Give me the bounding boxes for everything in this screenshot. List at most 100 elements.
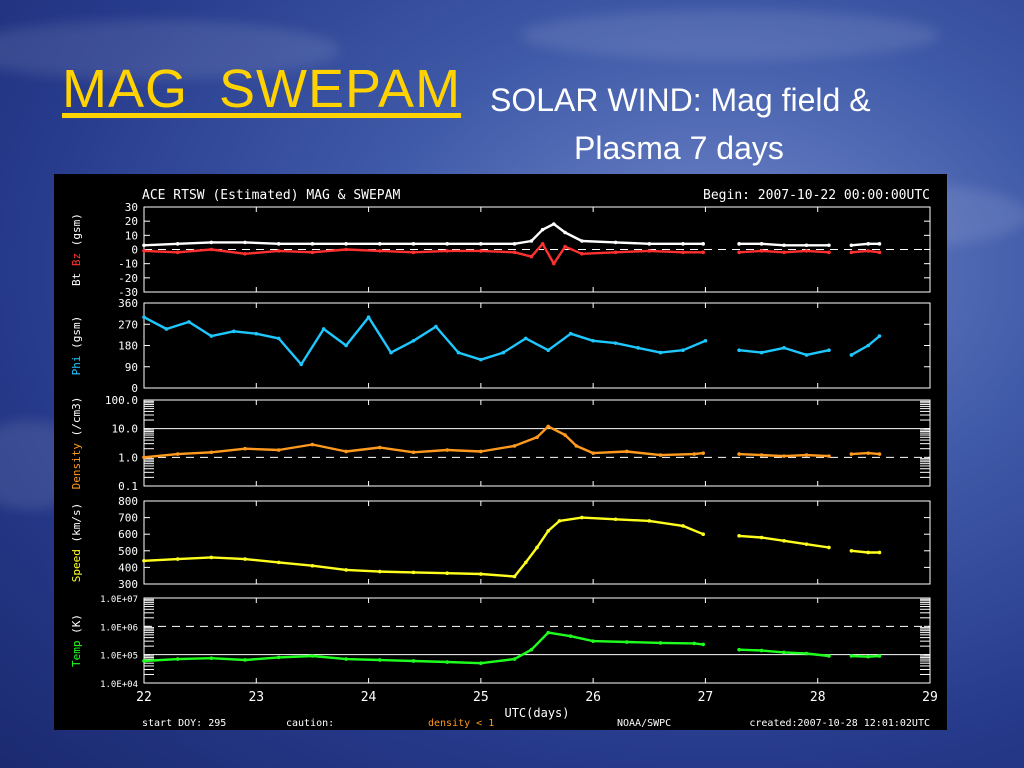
data-point-phi bbox=[636, 346, 640, 350]
data-point-phi bbox=[366, 315, 371, 319]
data-point-phi bbox=[456, 350, 461, 355]
data-point-phi bbox=[681, 348, 685, 353]
data-point-density bbox=[591, 451, 595, 455]
data-point-temp bbox=[877, 654, 882, 658]
data-point-speed bbox=[276, 560, 281, 565]
x-tick-label: 23 bbox=[248, 690, 264, 705]
data-point-mag bbox=[529, 239, 534, 243]
data-point-density bbox=[737, 452, 741, 456]
data-point-temp bbox=[512, 657, 517, 661]
slide-subtitle-line2: Plasma 7 days bbox=[574, 130, 784, 166]
data-point-mag bbox=[243, 240, 247, 245]
y-axis-label-speed: Speed (km/s) bbox=[70, 503, 83, 582]
data-point-density bbox=[310, 442, 315, 447]
data-point-speed bbox=[523, 560, 528, 565]
y-tick-label-density: 0.1 bbox=[118, 480, 138, 493]
data-point-density bbox=[535, 435, 539, 440]
data-point-mag bbox=[737, 242, 741, 246]
data-point-mag bbox=[563, 244, 567, 249]
data-point-temp bbox=[568, 634, 573, 638]
data-point-phi bbox=[658, 350, 663, 355]
data-point-phi bbox=[737, 348, 741, 353]
data-point-phi bbox=[703, 338, 708, 343]
y-tick-label-density: 10.0 bbox=[112, 423, 139, 436]
data-point-mag bbox=[142, 243, 146, 248]
y-axis-label-phi: Phi (gsm) bbox=[70, 316, 83, 376]
y-tick-label-phi: 180 bbox=[118, 340, 138, 353]
y-tick-label-mag: -10 bbox=[118, 258, 138, 271]
series-line-speed-speed bbox=[143, 516, 704, 578]
data-point-density bbox=[411, 450, 416, 455]
y-tick-label-speed: 600 bbox=[118, 528, 138, 541]
y-axis-label-part: Bt bbox=[70, 273, 83, 286]
y-tick-label-mag: 0 bbox=[131, 244, 138, 257]
data-point-speed bbox=[877, 550, 882, 555]
data-point-density bbox=[827, 454, 831, 458]
data-point-speed bbox=[580, 515, 584, 520]
data-point-phi bbox=[411, 338, 416, 343]
data-point-mag bbox=[479, 242, 483, 246]
data-point-mag bbox=[681, 250, 685, 255]
data-point-mag bbox=[613, 250, 618, 255]
y-tick-label-temp: 1.0E+07 bbox=[100, 595, 138, 605]
y-axis-label-mag: Bt Bz (gsm) bbox=[70, 213, 83, 286]
data-point-mag bbox=[877, 242, 882, 246]
data-point-density bbox=[866, 451, 871, 455]
data-point-density bbox=[804, 453, 809, 457]
data-point-density bbox=[701, 451, 705, 455]
slide-subtitle-line1: SOLAR WIND: Mag field & bbox=[490, 82, 871, 118]
data-point-speed bbox=[647, 519, 652, 523]
y-axis-label-part: (gsm) bbox=[70, 316, 83, 356]
data-point-temp bbox=[692, 641, 696, 646]
data-point-density bbox=[574, 444, 579, 448]
data-point-density bbox=[142, 455, 146, 460]
y-tick-label-speed: 700 bbox=[118, 512, 138, 525]
data-point-temp bbox=[310, 654, 315, 658]
chart-frame: ACE RTSW (Estimated) MAG & SWEPAM Begin: … bbox=[54, 174, 947, 730]
y-tick-label-phi: 360 bbox=[118, 297, 138, 310]
data-point-speed bbox=[344, 568, 348, 572]
data-point-speed bbox=[804, 542, 809, 546]
data-point-speed bbox=[613, 517, 618, 522]
data-point-speed bbox=[175, 557, 180, 561]
series-line-density-density bbox=[143, 425, 704, 459]
series-line-density-density bbox=[851, 451, 880, 456]
chart-title: ACE RTSW (Estimated) MAG & SWEPAM bbox=[142, 188, 400, 203]
data-point-mag bbox=[804, 249, 809, 253]
data-point-mag bbox=[701, 242, 705, 246]
x-tick-label: 27 bbox=[698, 690, 714, 705]
data-point-temp bbox=[804, 651, 809, 656]
y-tick-label-temp: 1.0E+06 bbox=[100, 623, 138, 633]
data-point-phi bbox=[254, 331, 259, 336]
data-point-temp bbox=[344, 657, 348, 661]
data-point-mag bbox=[540, 227, 545, 232]
data-point-speed bbox=[737, 534, 741, 538]
data-point-mag bbox=[378, 249, 382, 253]
data-point-mag bbox=[479, 249, 483, 253]
data-point-temp bbox=[737, 647, 741, 652]
y-tick-label-mag: 30 bbox=[125, 201, 138, 214]
y-tick-label-phi: 90 bbox=[125, 361, 138, 374]
y-tick-label-speed: 500 bbox=[118, 545, 138, 558]
data-point-speed bbox=[681, 524, 685, 528]
y-axis-label-part: Density bbox=[70, 443, 83, 490]
slide-title: MAG_SWEPAM bbox=[62, 59, 462, 119]
footer-source: NOAA/SWPC bbox=[617, 718, 671, 729]
y-tick-label-speed: 800 bbox=[118, 495, 138, 508]
data-point-speed bbox=[378, 569, 382, 574]
data-point-mag bbox=[344, 247, 348, 252]
data-point-phi bbox=[804, 353, 809, 357]
data-point-mag bbox=[759, 242, 764, 246]
data-point-mag bbox=[580, 251, 584, 256]
data-point-mag bbox=[445, 249, 449, 253]
y-axis-label-part: Speed bbox=[70, 549, 83, 582]
data-point-phi bbox=[827, 348, 831, 353]
y-axis-label-part: (K) bbox=[70, 614, 83, 641]
data-point-temp bbox=[209, 656, 214, 661]
y-axis-label-temp: Temp (K) bbox=[70, 614, 83, 667]
panel-frame-speed bbox=[143, 500, 931, 585]
data-point-density bbox=[445, 448, 449, 452]
data-point-speed bbox=[849, 549, 854, 553]
x-axis-label: UTC(days) bbox=[504, 706, 569, 720]
data-point-mag bbox=[209, 247, 214, 252]
